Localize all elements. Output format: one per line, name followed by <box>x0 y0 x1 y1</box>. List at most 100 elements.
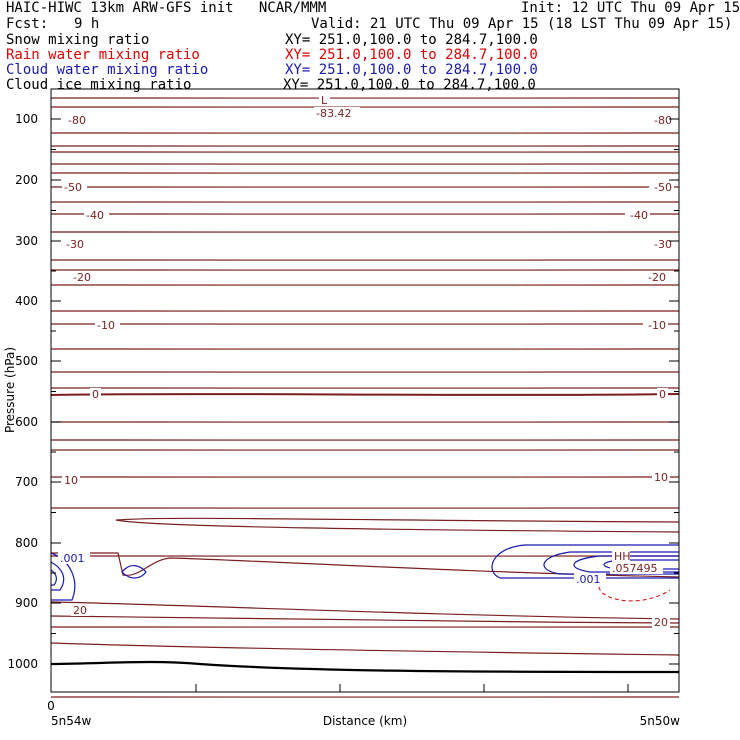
contour-label-right: -20 <box>648 271 666 284</box>
max-value: .057495 <box>612 562 658 575</box>
contour-label-bg <box>652 471 670 483</box>
contour-label-bg <box>62 181 87 193</box>
isotherm-contour <box>50 439 680 441</box>
cloud-water-contour <box>491 544 679 579</box>
isotherm-contour <box>50 213 680 215</box>
isotherm-contour <box>50 186 680 188</box>
contour-label-bg <box>625 209 650 221</box>
max-marker: HH <box>614 550 631 563</box>
isotherm-contour <box>115 517 680 523</box>
isotherm-contour <box>50 145 680 147</box>
cloud-water-contour <box>50 552 76 601</box>
contour-label-left: -30 <box>66 238 84 251</box>
isotherm-contour <box>50 132 680 134</box>
isotherm-contour <box>50 151 680 153</box>
isotherm-contour <box>50 507 680 509</box>
contour-label-left: 10 <box>64 474 78 487</box>
y-tick-label-600: 600 <box>15 415 38 429</box>
min-marker: L <box>321 94 328 107</box>
contour-label-bg <box>652 616 670 628</box>
contour-label-right: -40 <box>630 209 648 222</box>
isotherm-contour <box>50 231 680 233</box>
contour-label-left: -80 <box>68 114 86 127</box>
contour-label-left: -20 <box>73 271 91 284</box>
field-xy-2: XY= 251.0,100.0 to 284.7,100.0 <box>285 62 538 78</box>
contour-label-bg <box>71 271 96 283</box>
field-name-0: Snow mixing ratio <box>6 32 150 48</box>
isotherm-contour <box>51 552 680 578</box>
plot-frame <box>50 88 680 693</box>
isotherm-contour <box>50 371 680 373</box>
isotherm-contour <box>50 601 680 620</box>
rain-contour <box>598 579 671 602</box>
isotherm-contour <box>50 626 680 628</box>
isotherm-contour <box>50 449 680 451</box>
y-tick-label-700: 700 <box>15 475 38 489</box>
contour-label-bg <box>62 474 80 486</box>
isotherm-contour <box>50 259 680 261</box>
contour-label-right: 10 <box>654 471 668 484</box>
y-tick-label-100: 100 <box>15 112 38 126</box>
isotherm-contour <box>50 97 680 99</box>
y-axis-label: Pressure (hPa) <box>3 347 17 433</box>
x-end-label-right: 5n50w <box>640 714 681 728</box>
contour-label-bg <box>90 388 101 400</box>
isotherm-contour <box>50 310 680 312</box>
isotherm-contour <box>50 387 680 389</box>
field-xy-3: XY= 251.0,100.0 to 284.7,100.0 <box>283 77 536 93</box>
contour-label-left: -50 <box>64 181 82 194</box>
y-tick-label-400: 400 <box>15 294 38 308</box>
contour-label-bg <box>95 319 120 331</box>
contour-label-bg <box>319 94 330 106</box>
isotherm-contour <box>50 421 680 423</box>
min-value: -83.42 <box>316 107 351 120</box>
isotherm-contour <box>50 201 680 203</box>
contour-label-bg <box>612 550 630 562</box>
contour-label-left: -10 <box>97 319 115 332</box>
contour-label-bg <box>649 181 674 193</box>
isotherm-contour <box>50 284 680 286</box>
isotherm-contour <box>50 163 680 165</box>
isotherm-contour <box>50 348 680 350</box>
isotherm-contour <box>50 323 680 325</box>
cloud-water-contour <box>573 555 679 573</box>
y-tick-label-300: 300 <box>15 234 38 248</box>
cloud-water-contour <box>543 551 679 575</box>
field-xy-0: XY= 251.0,100.0 to 284.7,100.0 <box>285 32 538 48</box>
y-tick-label-800: 800 <box>15 536 38 550</box>
cloud-water-contour <box>121 565 147 579</box>
contour-label-bg <box>649 114 674 126</box>
isotherm-contour <box>50 172 680 174</box>
contour-label-bg <box>657 388 668 400</box>
isotherm-contour <box>50 615 680 624</box>
field-xy-1: XY= 251.0,100.0 to 284.7,100.0 <box>285 47 538 63</box>
contour-label-bg <box>66 114 91 126</box>
forecast-value: 9 h <box>74 16 100 32</box>
isotherm-contour <box>50 106 680 108</box>
isotherm-contour <box>50 269 680 271</box>
cloud-water-label-right: .001 <box>576 573 601 586</box>
contour-label-right: -30 <box>654 238 672 251</box>
contour-label-bg <box>58 552 90 564</box>
contour-label-bg <box>643 271 668 283</box>
contour-label-left: 20 <box>73 604 87 617</box>
contour-label-bg <box>71 604 89 616</box>
init-time: Init: 12 UTC Thu 09 Apr 15 <box>521 0 740 16</box>
isotherm-contour <box>50 555 680 557</box>
contour-label-bg <box>649 238 674 250</box>
valid-time: Valid: 21 UTC Thu 09 Apr 15 (18 LST Thu … <box>311 16 733 32</box>
x-end-label-left: 5n54w <box>51 714 92 728</box>
isotherm-contour <box>50 476 680 478</box>
cloud-water-contour <box>50 569 57 586</box>
x-axis-label: Distance (km) <box>323 714 407 728</box>
contour-label-left: 0 <box>92 388 99 401</box>
forecast-label: Fcst: <box>6 16 49 32</box>
title-left: HAIC-HIWC 13km ARW-GFS init NCAR/MMM <box>6 0 327 16</box>
contour-label-bg <box>610 562 663 574</box>
contour-label-bg <box>64 238 89 250</box>
contour-label-bg <box>643 319 668 331</box>
isotherm-contour <box>50 642 680 656</box>
x-tick-label-zero: 0 <box>47 699 55 713</box>
y-tick-label-200: 200 <box>15 173 38 187</box>
